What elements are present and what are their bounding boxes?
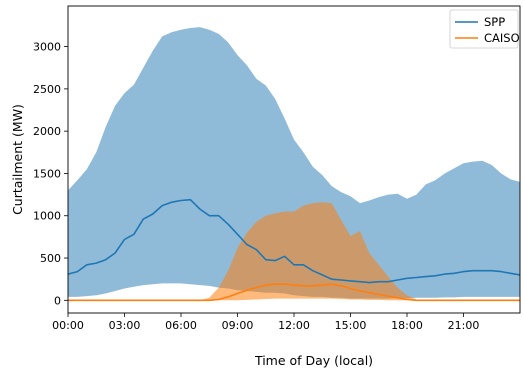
x-tick-label: 15:00 bbox=[335, 319, 367, 332]
y-tick-label: 0 bbox=[54, 294, 61, 307]
confidence-bands bbox=[68, 27, 520, 301]
y-tick-label: 2000 bbox=[33, 125, 61, 138]
x-tick-label: 03:00 bbox=[109, 319, 141, 332]
y-tick-label: 1000 bbox=[33, 210, 61, 223]
y-tick-label: 2500 bbox=[33, 83, 61, 96]
y-axis-ticks: 0 500 1000 1500 2000 2500 3000 bbox=[33, 41, 68, 307]
caiso-mean-line bbox=[68, 283, 520, 302]
y-tick-label: 3000 bbox=[33, 41, 61, 54]
x-tick-label: 06:00 bbox=[165, 319, 197, 332]
y-tick-label: 500 bbox=[40, 252, 61, 265]
y-tick-label: 1500 bbox=[33, 167, 61, 180]
y-axis-title: Curtailment (MW) bbox=[10, 104, 25, 215]
mean-lines bbox=[67, 198, 521, 302]
spp-range-band bbox=[68, 27, 520, 299]
spp-mean-line bbox=[67, 198, 521, 284]
legend-label-spp: SPP bbox=[484, 15, 505, 29]
x-tick-label: 09:00 bbox=[222, 319, 254, 332]
x-axis-title: Time of Day (local) bbox=[254, 353, 373, 368]
legend: SPP CAISO bbox=[449, 9, 520, 49]
x-tick-label: 12:00 bbox=[278, 319, 310, 332]
x-tick-label: 18:00 bbox=[391, 319, 423, 332]
x-tick-label: 21:00 bbox=[448, 319, 480, 332]
x-tick-label: 00:00 bbox=[52, 319, 84, 332]
legend-label-caiso: CAISO bbox=[484, 31, 520, 45]
caiso-range-band bbox=[68, 202, 520, 301]
x-axis-ticks: 00:00 03:00 06:00 09:00 12:00 15:00 18:00 21:00 bbox=[52, 313, 479, 332]
